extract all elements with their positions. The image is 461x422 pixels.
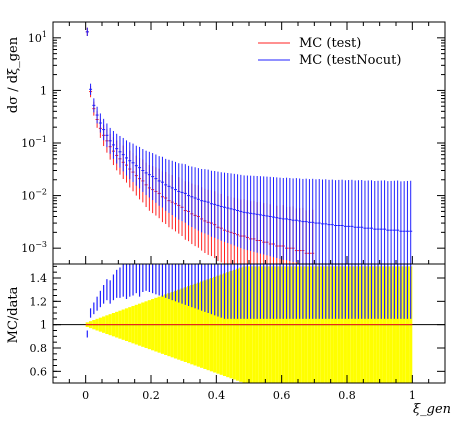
x-tick-label-4: 0.8 <box>338 389 356 402</box>
x-axis-label: ξ_gen <box>413 402 451 417</box>
legend-label-mc-test: MC (test) <box>299 36 361 51</box>
main-y-tick-label-4: 10−3 <box>21 240 47 255</box>
x-tick-label-2: 0.4 <box>208 389 226 402</box>
main-y-axis-label: dσ / dξ_gen <box>6 36 21 113</box>
main-panel: 101 1 10−1 10−2 10−3 dσ / dξ_gen <box>6 21 446 265</box>
ratio-y-tick-label-4: 1.4 <box>30 272 48 285</box>
main-y-tick-label-0: 101 <box>28 30 47 45</box>
ratio-y-axis: 0.6 0.8 1 1.2 1.4 <box>30 265 445 384</box>
ratio-y-axis-label: MC/data <box>6 286 21 343</box>
main-series-layer <box>85 27 413 264</box>
ratio-y-tick-label-2: 1 <box>40 319 47 332</box>
x-tick-label-0: 0 <box>82 389 89 402</box>
ratio-y-tick-label-1: 0.8 <box>30 342 48 355</box>
ratio-series-testnocut <box>86 264 412 338</box>
main-y-tick-label-1: 1 <box>40 84 47 97</box>
ratio-series-layer <box>53 264 445 383</box>
main-series-1 <box>85 27 413 264</box>
main-y-tick-label-2: 10−1 <box>21 135 47 150</box>
main-y-tick-label-3: 10−2 <box>21 188 47 203</box>
ratio-y-tick-label-0: 0.6 <box>30 365 48 378</box>
x-tick-label-3: 0.6 <box>273 389 291 402</box>
ratio-y-tick-label-3: 1.2 <box>30 295 48 308</box>
main-x-ticks <box>52 22 446 264</box>
ratio-panel: 0.6 0.8 1 1.2 1.4 0 0.2 0.4 0.6 0.8 1 MC/data ξ_g… <box>6 263 451 417</box>
legend-label-mc-testnocut: MC (testNocut) <box>299 53 401 68</box>
legend: MC (test) MC (testNocut) <box>258 36 401 68</box>
x-tick-label-5: 1 <box>409 389 416 402</box>
x-tick-label-1: 0.2 <box>142 389 160 402</box>
ratio-x-axis: 0 0.2 0.4 0.6 0.8 1 <box>52 375 446 402</box>
ratio-plot-frame <box>52 263 446 384</box>
